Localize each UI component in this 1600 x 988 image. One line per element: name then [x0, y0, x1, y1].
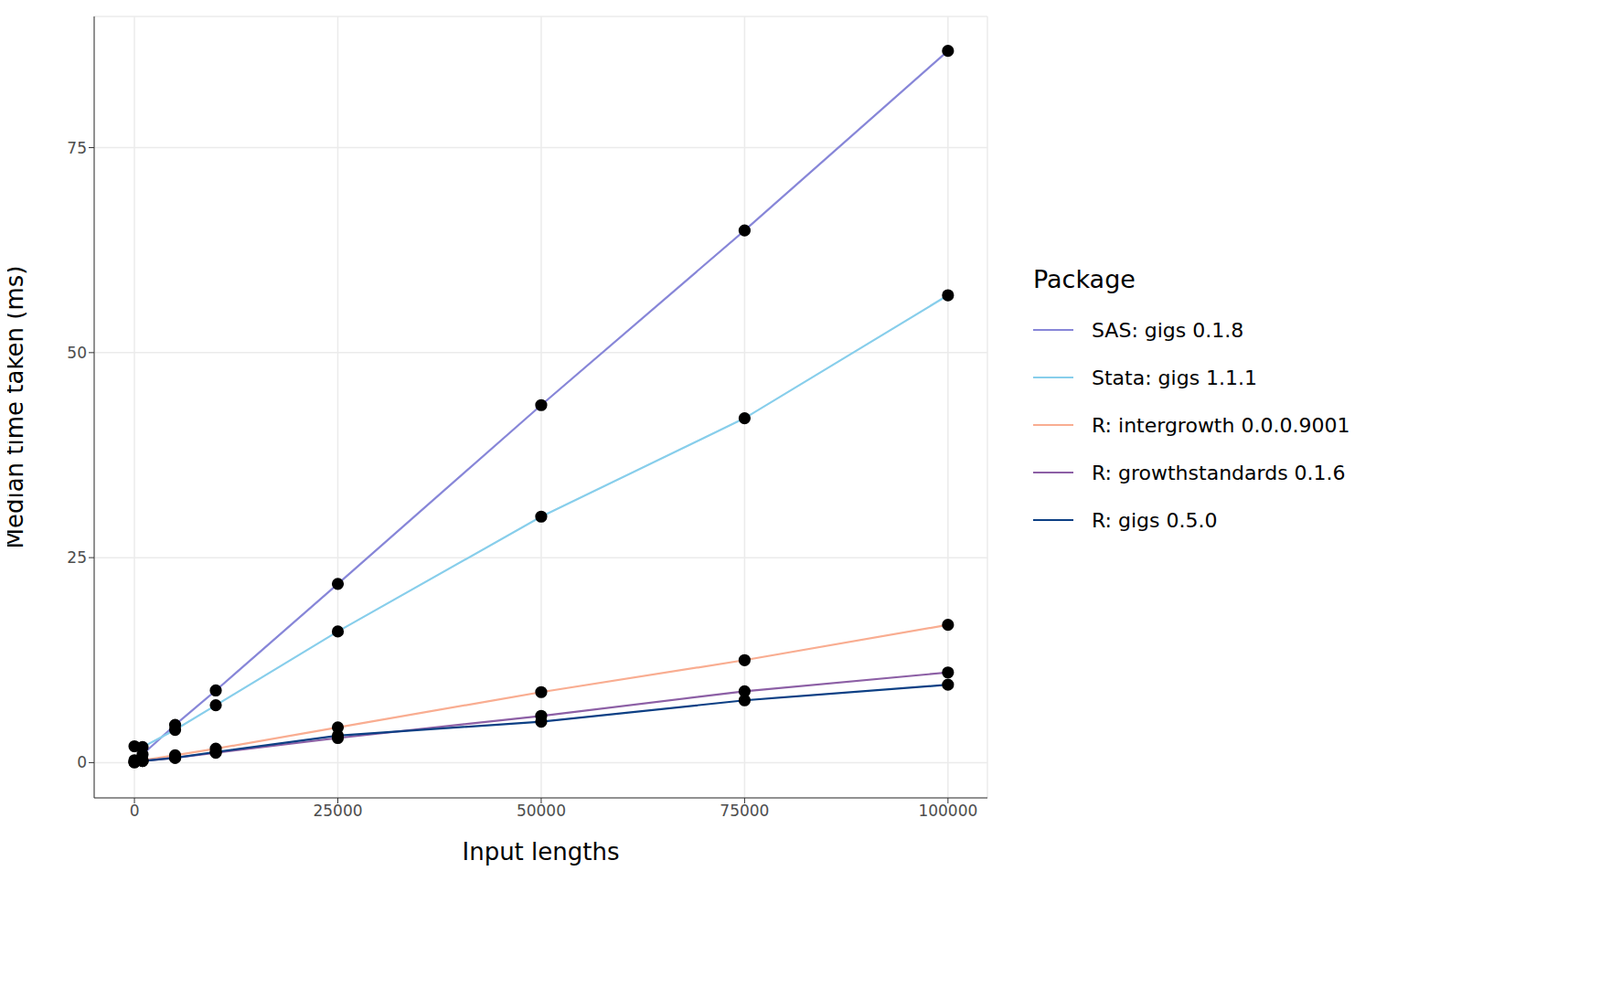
svg-text:25: 25	[66, 548, 87, 567]
svg-text:50000: 50000	[516, 801, 566, 821]
svg-text:75000: 75000	[719, 801, 769, 821]
svg-text:25000: 25000	[312, 801, 363, 821]
svg-text:Input lengths: Input lengths	[461, 838, 619, 866]
html-text:R: growthstandards 0.1.6: R: growthstandards 0.1.6	[1091, 461, 1346, 485]
svg-text:Median time taken (ms): Median time taken (ms)	[7, 266, 29, 550]
svg-text:0: 0	[76, 753, 87, 772]
svg-text:100000: 100000	[917, 801, 978, 821]
html-text:SAS: gigs 0.1.8: SAS: gigs 0.1.8	[1091, 318, 1244, 342]
html-text:R: gigs 0.5.0: R: gigs 0.5.0	[1091, 508, 1218, 532]
svg-text:50: 50	[66, 343, 87, 363]
html-text:R: intergrowth 0.0.0.9001: R: intergrowth 0.0.0.9001	[1091, 413, 1350, 437]
svg-text:0: 0	[129, 801, 140, 821]
html-text:Package: Package	[1033, 265, 1136, 294]
svg-text:75: 75	[66, 138, 87, 158]
html-text:Stata: gigs 1.1.1: Stata: gigs 1.1.1	[1091, 366, 1258, 390]
